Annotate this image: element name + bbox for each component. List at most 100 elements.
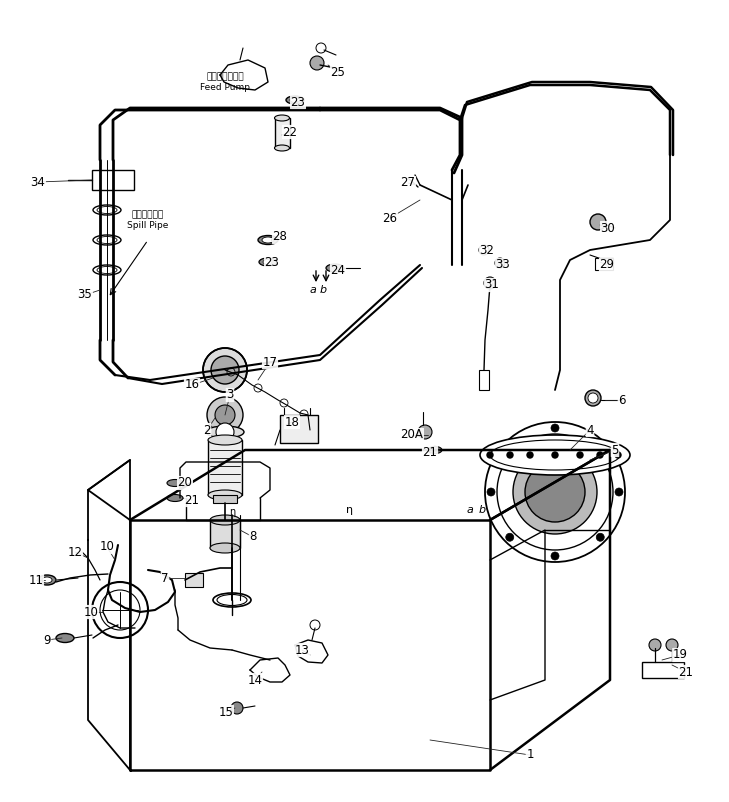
Text: 10: 10 xyxy=(84,606,98,618)
Text: 33: 33 xyxy=(496,258,510,272)
Text: 1: 1 xyxy=(526,748,534,762)
Ellipse shape xyxy=(275,115,289,121)
Text: 35: 35 xyxy=(77,289,93,302)
Text: 22: 22 xyxy=(283,125,297,139)
Circle shape xyxy=(588,393,598,403)
Text: 29: 29 xyxy=(599,258,615,272)
Text: 17: 17 xyxy=(262,355,278,368)
Text: 21: 21 xyxy=(423,447,437,460)
Bar xyxy=(210,520,240,548)
Circle shape xyxy=(585,390,601,406)
Circle shape xyxy=(649,639,661,651)
Circle shape xyxy=(418,425,432,439)
Circle shape xyxy=(506,533,514,541)
Text: 8: 8 xyxy=(249,530,257,544)
Circle shape xyxy=(596,533,604,541)
Text: 32: 32 xyxy=(480,244,494,257)
Text: 7: 7 xyxy=(161,572,168,585)
Text: 9: 9 xyxy=(43,634,51,646)
Ellipse shape xyxy=(326,264,344,272)
Circle shape xyxy=(487,488,495,496)
Circle shape xyxy=(484,277,496,289)
Bar xyxy=(92,170,134,190)
Circle shape xyxy=(615,452,621,458)
Circle shape xyxy=(203,348,247,392)
Ellipse shape xyxy=(290,98,300,103)
Text: 10: 10 xyxy=(100,541,114,553)
Text: η: η xyxy=(346,505,354,515)
Text: 5: 5 xyxy=(612,444,619,456)
Text: 21: 21 xyxy=(679,666,693,678)
Text: 13: 13 xyxy=(295,643,309,657)
Text: 18: 18 xyxy=(284,415,300,428)
Text: 26: 26 xyxy=(383,212,397,225)
Circle shape xyxy=(487,452,493,458)
Ellipse shape xyxy=(213,593,251,607)
Text: 2: 2 xyxy=(203,423,211,436)
Text: 24: 24 xyxy=(330,264,346,277)
Ellipse shape xyxy=(56,634,74,642)
Circle shape xyxy=(513,450,597,534)
Ellipse shape xyxy=(167,495,183,501)
Text: 25: 25 xyxy=(330,66,346,79)
Bar xyxy=(479,370,489,390)
Circle shape xyxy=(527,452,533,458)
Ellipse shape xyxy=(208,435,242,445)
Circle shape xyxy=(215,405,235,425)
Circle shape xyxy=(231,702,243,714)
Circle shape xyxy=(666,639,678,651)
Text: スピルパイプ
Spill Pipe: スピルパイプ Spill Pipe xyxy=(128,210,168,229)
Ellipse shape xyxy=(286,96,304,104)
Bar xyxy=(208,440,242,495)
Ellipse shape xyxy=(210,515,240,525)
Ellipse shape xyxy=(263,260,273,265)
Circle shape xyxy=(506,443,514,451)
Text: 23: 23 xyxy=(265,257,279,269)
Text: 3: 3 xyxy=(226,388,234,402)
Ellipse shape xyxy=(490,440,620,470)
Circle shape xyxy=(310,56,324,70)
Circle shape xyxy=(596,443,604,451)
Ellipse shape xyxy=(480,435,630,475)
Bar xyxy=(185,573,203,587)
Ellipse shape xyxy=(206,426,244,438)
Bar xyxy=(275,118,290,148)
Ellipse shape xyxy=(262,237,274,243)
Text: 16: 16 xyxy=(184,379,200,391)
Ellipse shape xyxy=(259,258,277,266)
Ellipse shape xyxy=(208,490,242,500)
Circle shape xyxy=(211,356,239,384)
Text: b: b xyxy=(478,505,486,515)
Text: 20A: 20A xyxy=(400,428,424,441)
Text: 4: 4 xyxy=(586,423,593,436)
Circle shape xyxy=(551,424,559,432)
Text: a: a xyxy=(467,505,473,515)
Ellipse shape xyxy=(217,594,247,606)
Ellipse shape xyxy=(93,205,121,215)
Circle shape xyxy=(552,452,558,458)
Text: 15: 15 xyxy=(219,706,233,719)
Ellipse shape xyxy=(38,575,56,585)
Ellipse shape xyxy=(258,236,278,245)
Text: 19: 19 xyxy=(672,649,687,662)
Circle shape xyxy=(597,452,603,458)
Text: 27: 27 xyxy=(400,176,416,189)
Bar xyxy=(595,258,613,270)
Circle shape xyxy=(615,488,623,496)
Circle shape xyxy=(525,462,585,522)
Bar xyxy=(642,662,684,678)
Ellipse shape xyxy=(42,577,52,583)
Text: 31: 31 xyxy=(485,278,499,291)
Circle shape xyxy=(577,452,583,458)
Text: a: a xyxy=(310,285,316,295)
Text: 30: 30 xyxy=(601,221,615,234)
Text: b: b xyxy=(319,285,327,295)
Circle shape xyxy=(207,397,243,433)
Text: 20: 20 xyxy=(178,476,192,489)
Text: 12: 12 xyxy=(68,545,82,558)
Text: 14: 14 xyxy=(248,674,262,687)
Ellipse shape xyxy=(275,145,289,151)
Circle shape xyxy=(551,552,559,560)
Text: 28: 28 xyxy=(273,230,287,244)
Text: 6: 6 xyxy=(618,394,625,407)
